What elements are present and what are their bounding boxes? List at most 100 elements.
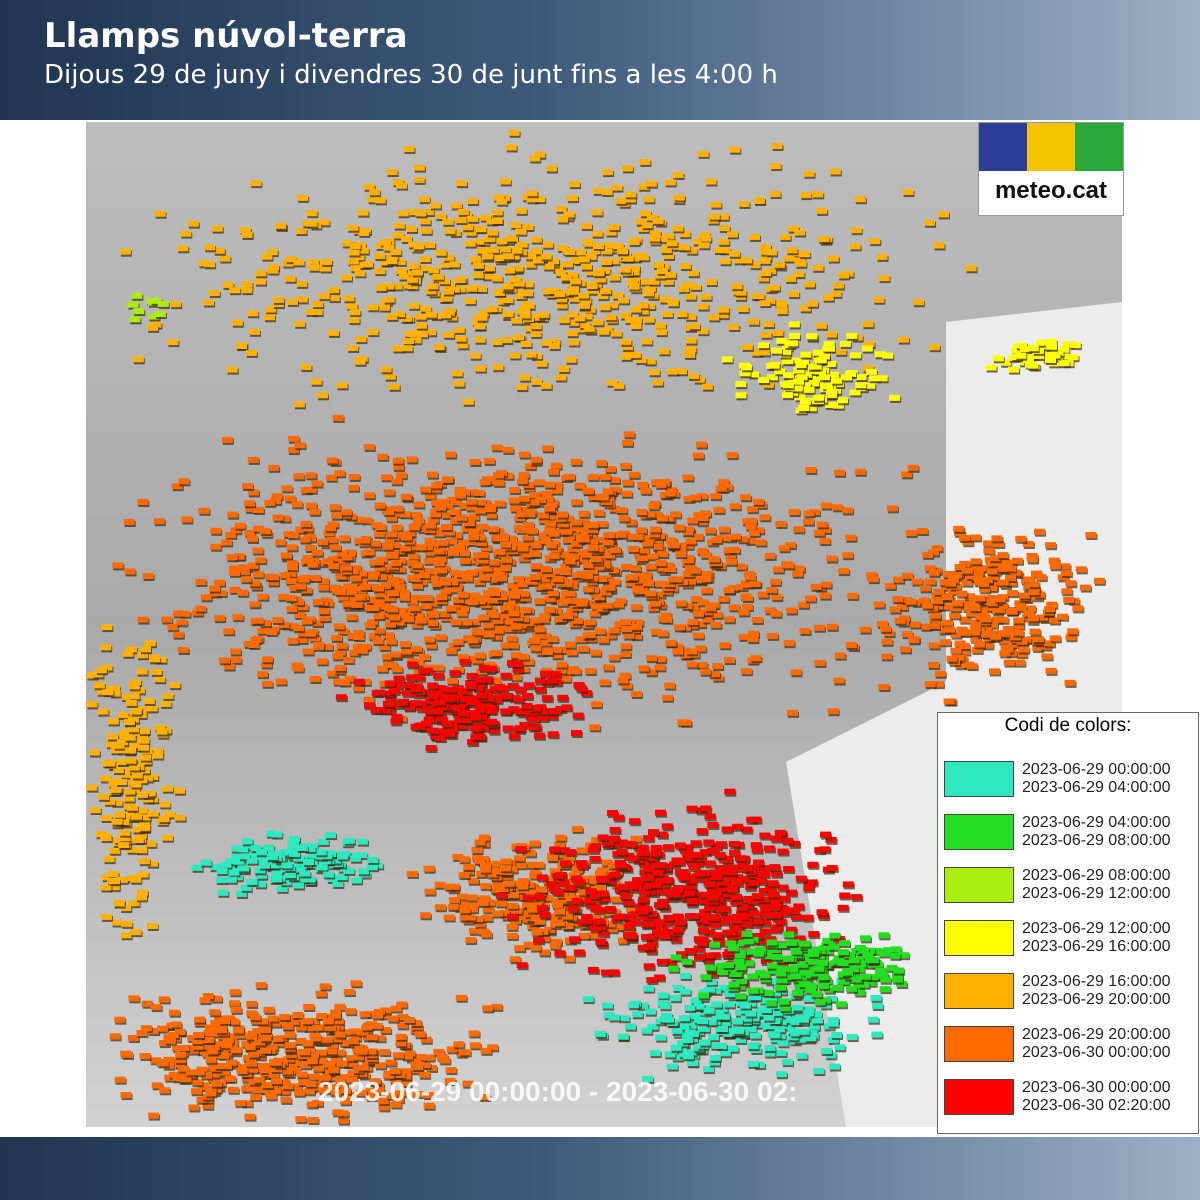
strike [350, 575, 362, 582]
strike [604, 584, 616, 591]
strike [321, 258, 333, 265]
strike [543, 263, 555, 270]
strike [287, 298, 299, 305]
strike [247, 562, 259, 569]
strike [252, 571, 264, 578]
strike [311, 309, 323, 316]
strike [462, 398, 474, 405]
strike [500, 642, 512, 649]
strike [284, 495, 296, 502]
strike [446, 677, 458, 684]
strike [696, 493, 708, 500]
strike [558, 366, 570, 373]
strike [787, 225, 799, 232]
strike [436, 567, 448, 574]
strike [491, 217, 503, 224]
strike [408, 553, 420, 560]
strike [530, 323, 542, 330]
strike [310, 575, 322, 582]
strike [530, 236, 542, 243]
strike [373, 627, 385, 634]
strike [598, 328, 610, 335]
strike [658, 348, 670, 355]
strike [679, 244, 691, 251]
strike [381, 653, 393, 660]
strike [609, 578, 621, 585]
strike [311, 549, 323, 556]
strike [592, 319, 604, 326]
strike [142, 775, 154, 782]
strike [508, 487, 520, 494]
strike [389, 651, 401, 658]
strike [316, 392, 328, 399]
strike [768, 362, 780, 369]
strike [818, 236, 830, 243]
strike [552, 576, 564, 583]
strike [231, 319, 243, 326]
strike [771, 594, 783, 601]
strike [267, 267, 279, 274]
strike [584, 631, 596, 638]
strike [257, 671, 269, 678]
strike [392, 232, 404, 239]
strike [530, 645, 542, 652]
strike [426, 471, 438, 478]
strike [486, 512, 498, 519]
strike [717, 312, 729, 319]
strike [555, 667, 567, 674]
strike [257, 627, 269, 634]
strike [234, 522, 246, 529]
strike [692, 533, 704, 540]
strike [178, 478, 190, 485]
strike [430, 511, 442, 518]
strike [489, 590, 501, 597]
strike [882, 352, 894, 359]
strike [609, 274, 621, 281]
strike [493, 571, 505, 578]
strike [101, 874, 113, 881]
strike [248, 641, 260, 648]
strike [531, 542, 543, 549]
strike [100, 644, 112, 651]
strike [245, 505, 257, 512]
strike [308, 264, 320, 271]
strike [271, 493, 283, 500]
strike [438, 498, 450, 505]
strike [757, 591, 769, 598]
strike [469, 352, 481, 359]
strike [664, 490, 676, 497]
strike [655, 329, 667, 336]
strike [492, 617, 504, 624]
strike [93, 682, 105, 689]
strike [507, 582, 519, 589]
strike [131, 772, 143, 779]
strike [712, 663, 724, 670]
strike [523, 539, 535, 546]
strike [339, 679, 351, 686]
strike [367, 573, 379, 580]
strike [676, 368, 688, 375]
strike [179, 610, 191, 617]
strike [300, 520, 312, 527]
strike [210, 527, 222, 534]
strike [688, 604, 700, 611]
strike [163, 811, 175, 818]
strike [568, 339, 580, 346]
strike [608, 258, 620, 265]
strike [670, 511, 682, 518]
strike [564, 473, 576, 480]
strike [226, 554, 238, 561]
strike [615, 531, 627, 538]
strike [440, 524, 452, 531]
strike [596, 521, 608, 528]
strike [116, 779, 128, 786]
strike [107, 718, 119, 725]
strike [367, 619, 379, 626]
strike [876, 620, 888, 627]
strike [462, 224, 474, 231]
strike [592, 187, 604, 194]
strike [820, 581, 832, 588]
strike [551, 487, 563, 494]
strike [491, 566, 503, 573]
strike [392, 345, 404, 352]
